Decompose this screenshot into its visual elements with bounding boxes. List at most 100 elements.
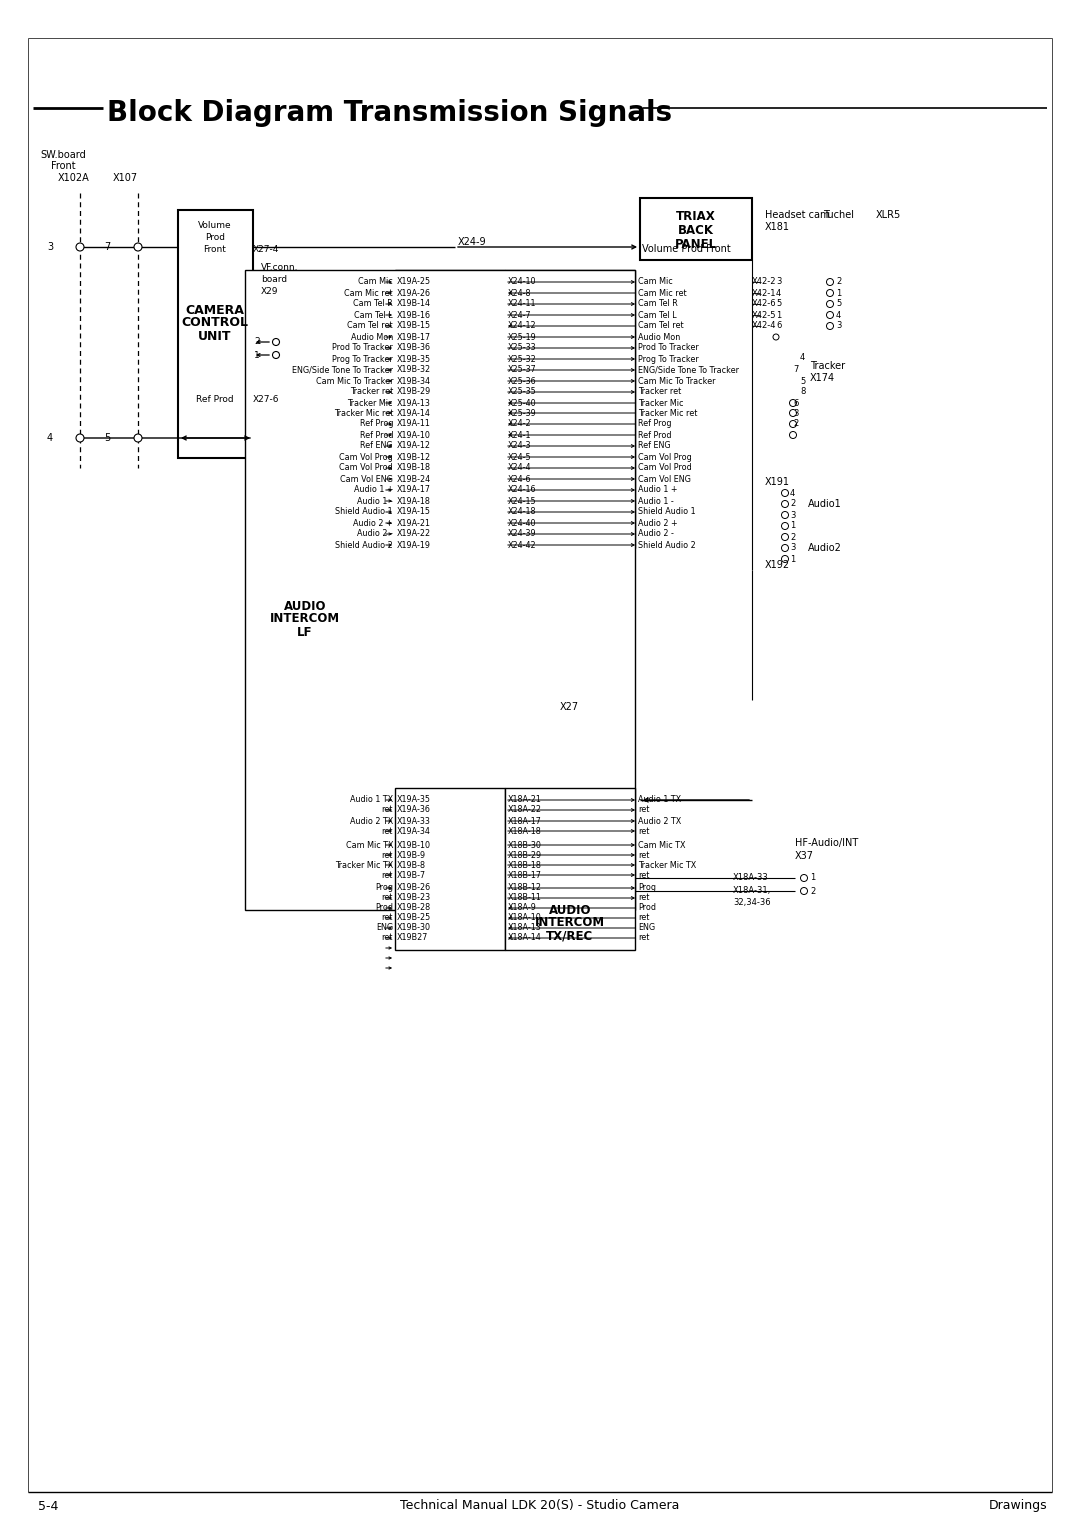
Text: Ref Prod: Ref Prod: [360, 431, 393, 440]
Text: 5: 5: [836, 299, 841, 309]
Text: 4: 4: [46, 432, 53, 443]
Text: Cam Vol ENG: Cam Vol ENG: [340, 475, 393, 483]
Text: 2: 2: [789, 532, 795, 541]
Text: Tracker: Tracker: [810, 361, 846, 371]
Circle shape: [782, 544, 788, 552]
Text: X19B27: X19B27: [397, 934, 429, 943]
Text: ret: ret: [381, 934, 393, 943]
Text: Front: Front: [51, 160, 76, 171]
Text: X19A-15: X19A-15: [397, 507, 431, 516]
Text: Tracker Mic TX: Tracker Mic TX: [638, 860, 697, 869]
Text: Cam Tel L: Cam Tel L: [638, 310, 677, 319]
Text: Tracker Mic ret: Tracker Mic ret: [638, 408, 698, 417]
Text: 2: 2: [793, 420, 798, 428]
Text: ret: ret: [381, 827, 393, 836]
Text: Audio 2 +: Audio 2 +: [353, 518, 393, 527]
Text: X24-1: X24-1: [508, 431, 531, 440]
Text: 4: 4: [800, 353, 806, 362]
Text: Prog: Prog: [638, 883, 656, 892]
Text: 4: 4: [789, 489, 795, 498]
Text: 1: 1: [810, 874, 815, 883]
Text: X25-33: X25-33: [508, 344, 537, 353]
Text: Audio 1 +: Audio 1 +: [638, 486, 677, 495]
Text: ret: ret: [381, 851, 393, 859]
Text: X107: X107: [113, 173, 138, 183]
Text: Cam Mic: Cam Mic: [638, 278, 673, 287]
Text: Tracker ret: Tracker ret: [350, 388, 393, 396]
Text: Audio 1 +: Audio 1 +: [353, 486, 393, 495]
Text: Tracker ret: Tracker ret: [638, 388, 681, 396]
Text: Audio 2 -: Audio 2 -: [357, 530, 393, 538]
Text: Ref ENG: Ref ENG: [638, 442, 671, 451]
Text: 1: 1: [254, 350, 260, 359]
Text: Prog: Prog: [375, 883, 393, 892]
Circle shape: [782, 489, 788, 497]
Text: 6: 6: [793, 399, 798, 408]
Text: Headset cam: Headset cam: [765, 209, 829, 220]
Circle shape: [782, 533, 788, 541]
Circle shape: [826, 312, 834, 318]
Text: 4: 4: [777, 289, 781, 298]
Text: X24-4: X24-4: [508, 463, 531, 472]
Bar: [553, 694, 585, 721]
Text: X24-39: X24-39: [508, 530, 537, 538]
Text: X42-5: X42-5: [752, 310, 777, 319]
Text: Cam Mic ret: Cam Mic ret: [638, 289, 687, 298]
Text: X25-36: X25-36: [508, 376, 537, 385]
Text: Audio1: Audio1: [808, 500, 841, 509]
Text: X42-1: X42-1: [752, 289, 777, 298]
Text: X24-5: X24-5: [508, 452, 531, 461]
Text: UNIT: UNIT: [199, 330, 232, 342]
Text: X19B-10: X19B-10: [397, 840, 431, 850]
Text: X19B-28: X19B-28: [397, 903, 431, 912]
Text: Prog To Tracker: Prog To Tracker: [638, 354, 699, 364]
Text: 5: 5: [104, 432, 110, 443]
Text: AUDIO: AUDIO: [284, 599, 326, 613]
Text: VF.conn.: VF.conn.: [261, 263, 298, 272]
Text: X181: X181: [765, 222, 789, 232]
Text: X18B-30: X18B-30: [508, 840, 542, 850]
Text: 1: 1: [789, 521, 795, 530]
Text: 1: 1: [836, 289, 841, 298]
Text: Cam Vol Prod: Cam Vol Prod: [638, 463, 692, 472]
Text: ret: ret: [638, 827, 649, 836]
Text: X24-3: X24-3: [508, 442, 531, 451]
Text: X27-4: X27-4: [253, 244, 280, 254]
Bar: [640, 199, 752, 260]
Text: Prod: Prod: [638, 903, 656, 912]
Text: Audio 2 TX: Audio 2 TX: [350, 816, 393, 825]
Text: Cam Tel ret: Cam Tel ret: [348, 321, 393, 330]
Text: X24-6: X24-6: [508, 475, 531, 483]
Text: X19A-21: X19A-21: [397, 518, 431, 527]
Text: Audio 2 -: Audio 2 -: [638, 530, 674, 538]
Text: 3: 3: [46, 241, 53, 252]
Text: X19B-36: X19B-36: [397, 344, 431, 353]
Text: Cam Tel R: Cam Tel R: [638, 299, 678, 309]
Text: Prod To Tracker: Prod To Tracker: [333, 344, 393, 353]
Text: X19B-16: X19B-16: [397, 310, 431, 319]
Text: Front: Front: [203, 244, 227, 254]
Text: X19A-33: X19A-33: [397, 816, 431, 825]
Text: Technical Manual LDK 20(S) - Studio Camera: Technical Manual LDK 20(S) - Studio Came…: [401, 1499, 679, 1513]
Text: X19B-35: X19B-35: [397, 354, 431, 364]
Text: CONTROL: CONTROL: [181, 316, 248, 330]
Text: AUDIO: AUDIO: [549, 903, 591, 917]
Text: X18A-18: X18A-18: [508, 827, 542, 836]
Text: X29: X29: [261, 287, 279, 296]
Text: Cam Vol Prog: Cam Vol Prog: [339, 452, 393, 461]
Circle shape: [782, 523, 788, 530]
Text: Tracker Mic: Tracker Mic: [638, 399, 684, 408]
Text: Cam Mic: Cam Mic: [359, 278, 393, 287]
Text: X24-15: X24-15: [508, 497, 537, 506]
Circle shape: [76, 243, 84, 251]
Text: Cam Vol Prod: Cam Vol Prod: [339, 463, 393, 472]
Text: Tracker Mic: Tracker Mic: [348, 399, 393, 408]
Circle shape: [826, 301, 834, 307]
Text: LF: LF: [297, 625, 313, 639]
Text: Tracker Mic TX: Tracker Mic TX: [335, 860, 393, 869]
Text: X24-11: X24-11: [508, 299, 537, 309]
Text: ret: ret: [381, 914, 393, 923]
Text: ret: ret: [638, 851, 649, 859]
Text: Ref Prog: Ref Prog: [360, 420, 393, 428]
Text: X25-40: X25-40: [508, 399, 537, 408]
